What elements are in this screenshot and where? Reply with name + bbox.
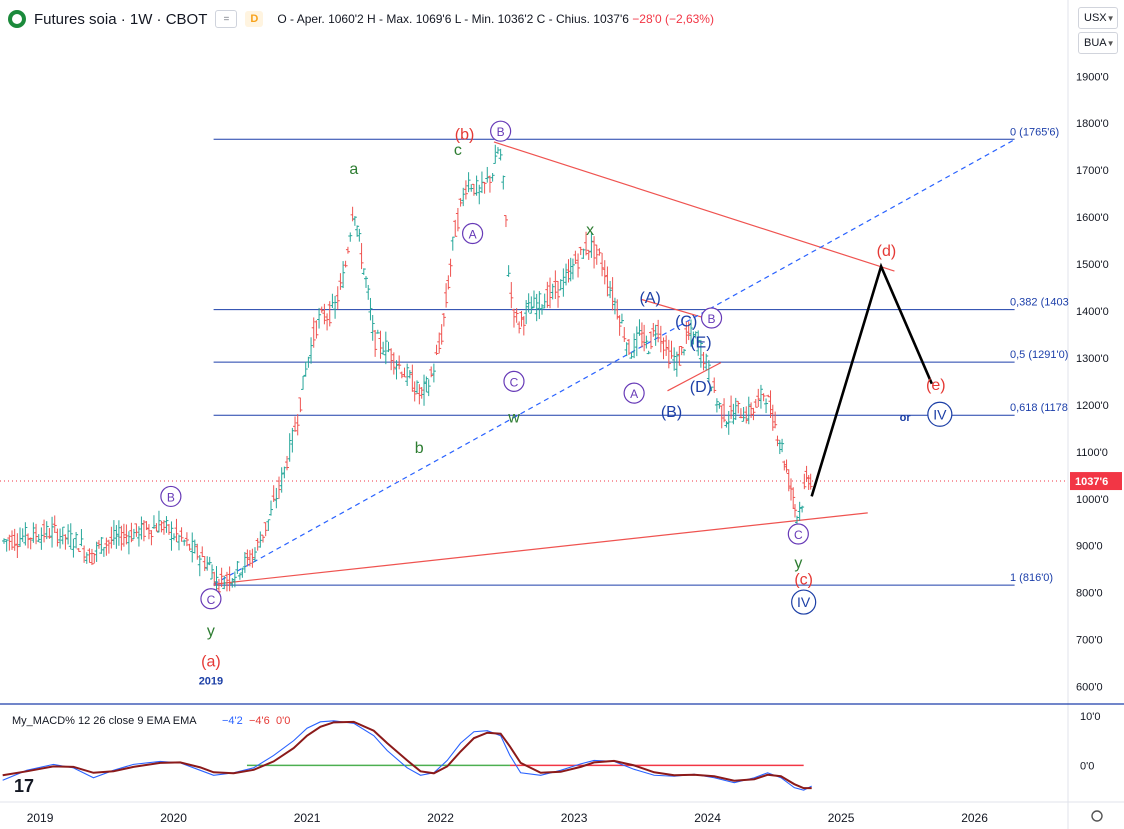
wave-label: (A) — [639, 290, 660, 307]
wave-label-circle — [200, 588, 222, 610]
indicator-value: −4'6 — [249, 715, 270, 727]
fib-level-label: 0 (1765'6) — [1010, 126, 1059, 138]
time-tick-label: 2022 — [427, 811, 454, 825]
wave-label-circle — [461, 222, 484, 245]
wave-label: IV — [933, 406, 947, 422]
time-tick-label: 2025 — [828, 811, 855, 825]
year-marker-label: 2019 — [199, 676, 223, 688]
chevron-down-icon: ▼ — [1106, 13, 1115, 23]
indicator-tick-label: 0'0 — [1080, 760, 1094, 772]
visibility-eye-icon[interactable]: = — [215, 10, 238, 28]
price-tick-label: 1300'0 — [1076, 353, 1109, 365]
currency-value: USX — [1084, 12, 1107, 24]
ohlc-change: −28'0 (−2,63%) — [632, 12, 714, 26]
wave-label-circle — [503, 370, 525, 393]
wave-label: A — [469, 228, 477, 242]
wave-label-circle — [927, 401, 953, 427]
projection-path — [810, 262, 934, 497]
price-tick-label: 900'0 — [1076, 541, 1103, 553]
price-tick-label: 1600'0 — [1076, 212, 1109, 224]
price-tick-label: 1400'0 — [1076, 306, 1109, 318]
fib-level-label: 0,382 (1403 — [1010, 297, 1069, 309]
indicator-tick-label: 10'0 — [1080, 711, 1100, 723]
symbol-title[interactable]: Futures soia · 1W · CBOT — [34, 10, 208, 28]
soybean-logo-icon — [8, 10, 26, 28]
wave-label: C — [794, 528, 803, 542]
wave-label: (b) — [455, 127, 475, 144]
price-tick-label: 1700'0 — [1076, 165, 1109, 177]
time-tick-label: 2023 — [561, 811, 588, 825]
wave-label: c — [454, 142, 462, 159]
price-tick-label: 1200'0 — [1076, 400, 1109, 412]
fib-level-label: 0,618 (1178 — [1010, 402, 1068, 414]
time-tick-label: 2019 — [27, 811, 54, 825]
fib-level-label: 0,5 (1291'0) — [1010, 349, 1068, 361]
settings-gear-icon[interactable] — [1091, 810, 1103, 822]
wave-label: (D) — [690, 379, 712, 396]
last-price-label: 1037'6 — [1075, 476, 1108, 488]
signal-line — [2, 720, 812, 790]
trendline — [667, 362, 722, 392]
wave-label: b — [415, 440, 424, 457]
chart-header: Futures soia · 1W · CBOT = D O - Aper. 1… — [8, 8, 714, 30]
wave-label: B — [497, 125, 505, 139]
price-tick-label: 1000'0 — [1076, 494, 1109, 506]
time-tick-label: 2026 — [961, 811, 988, 825]
wave-label: (c) — [794, 572, 813, 589]
wave-label: y — [207, 623, 215, 640]
wave-label-circle — [700, 307, 723, 329]
last-price-tag — [1070, 472, 1122, 491]
wave-label: (e) — [926, 377, 946, 394]
trendline — [493, 141, 895, 272]
wave-label: B — [708, 312, 716, 326]
trendline — [213, 512, 868, 585]
wave-label: IV — [797, 594, 811, 610]
price-tick-label: 1800'0 — [1076, 118, 1109, 130]
wave-label: a — [349, 161, 358, 178]
currency-select[interactable]: USX ▼ — [1078, 7, 1118, 29]
wave-label: (d) — [877, 243, 897, 260]
macd-line — [2, 720, 812, 791]
ohlc-values: O - Aper. 1060'2 H - Max. 1069'6 L - Min… — [277, 12, 629, 26]
price-tick-label: 1100'0 — [1076, 447, 1108, 459]
price-tick-label: 600'0 — [1076, 682, 1103, 694]
time-tick-label: 2021 — [294, 811, 321, 825]
ohlc-readout: O - Aper. 1060'2 H - Max. 1069'6 L - Min… — [277, 12, 714, 26]
wave-label-circle — [787, 523, 809, 545]
wave-label: w — [507, 410, 520, 427]
fib-level-label: 1 (816'0) — [1010, 572, 1053, 584]
time-tick-label: 2024 — [694, 811, 721, 825]
wave-label-circle — [490, 120, 512, 142]
price-tick-label: 1900'0 — [1076, 71, 1109, 83]
unit-value: BUA — [1084, 37, 1107, 49]
wave-label: (C) — [675, 313, 697, 330]
time-tick-label: 2020 — [160, 811, 187, 825]
wave-label: or — [900, 412, 912, 424]
price-tick-label: 700'0 — [1076, 635, 1103, 647]
chevron-down-icon: ▼ — [1106, 38, 1115, 48]
indicator-value: −4'2 — [222, 715, 243, 727]
wave-label: (a) — [201, 654, 221, 671]
wave-label: x — [586, 222, 594, 239]
wave-label: A — [630, 387, 638, 401]
wave-label: (E) — [690, 335, 711, 352]
price-tick-label: 800'0 — [1076, 588, 1103, 600]
wave-label-circle — [623, 382, 645, 404]
unit-select[interactable]: BUA ▼ — [1078, 32, 1118, 54]
wave-label-circle — [160, 485, 182, 508]
wave-label-circle — [791, 589, 817, 615]
wave-label: C — [207, 593, 216, 607]
delayed-data-badge[interactable]: D — [245, 11, 264, 27]
wave-label: B — [167, 490, 175, 504]
indicator-name: My_MACD% 12 26 close 9 EMA EMA — [12, 715, 197, 727]
tradingview-logo-icon: 17 — [14, 776, 34, 796]
indicator-value: 0'0 — [276, 715, 290, 727]
wave-label: C — [510, 375, 519, 389]
price-tick-label: 1500'0 — [1076, 259, 1109, 271]
wave-label: (B) — [661, 404, 682, 421]
wave-label: y — [794, 555, 802, 572]
